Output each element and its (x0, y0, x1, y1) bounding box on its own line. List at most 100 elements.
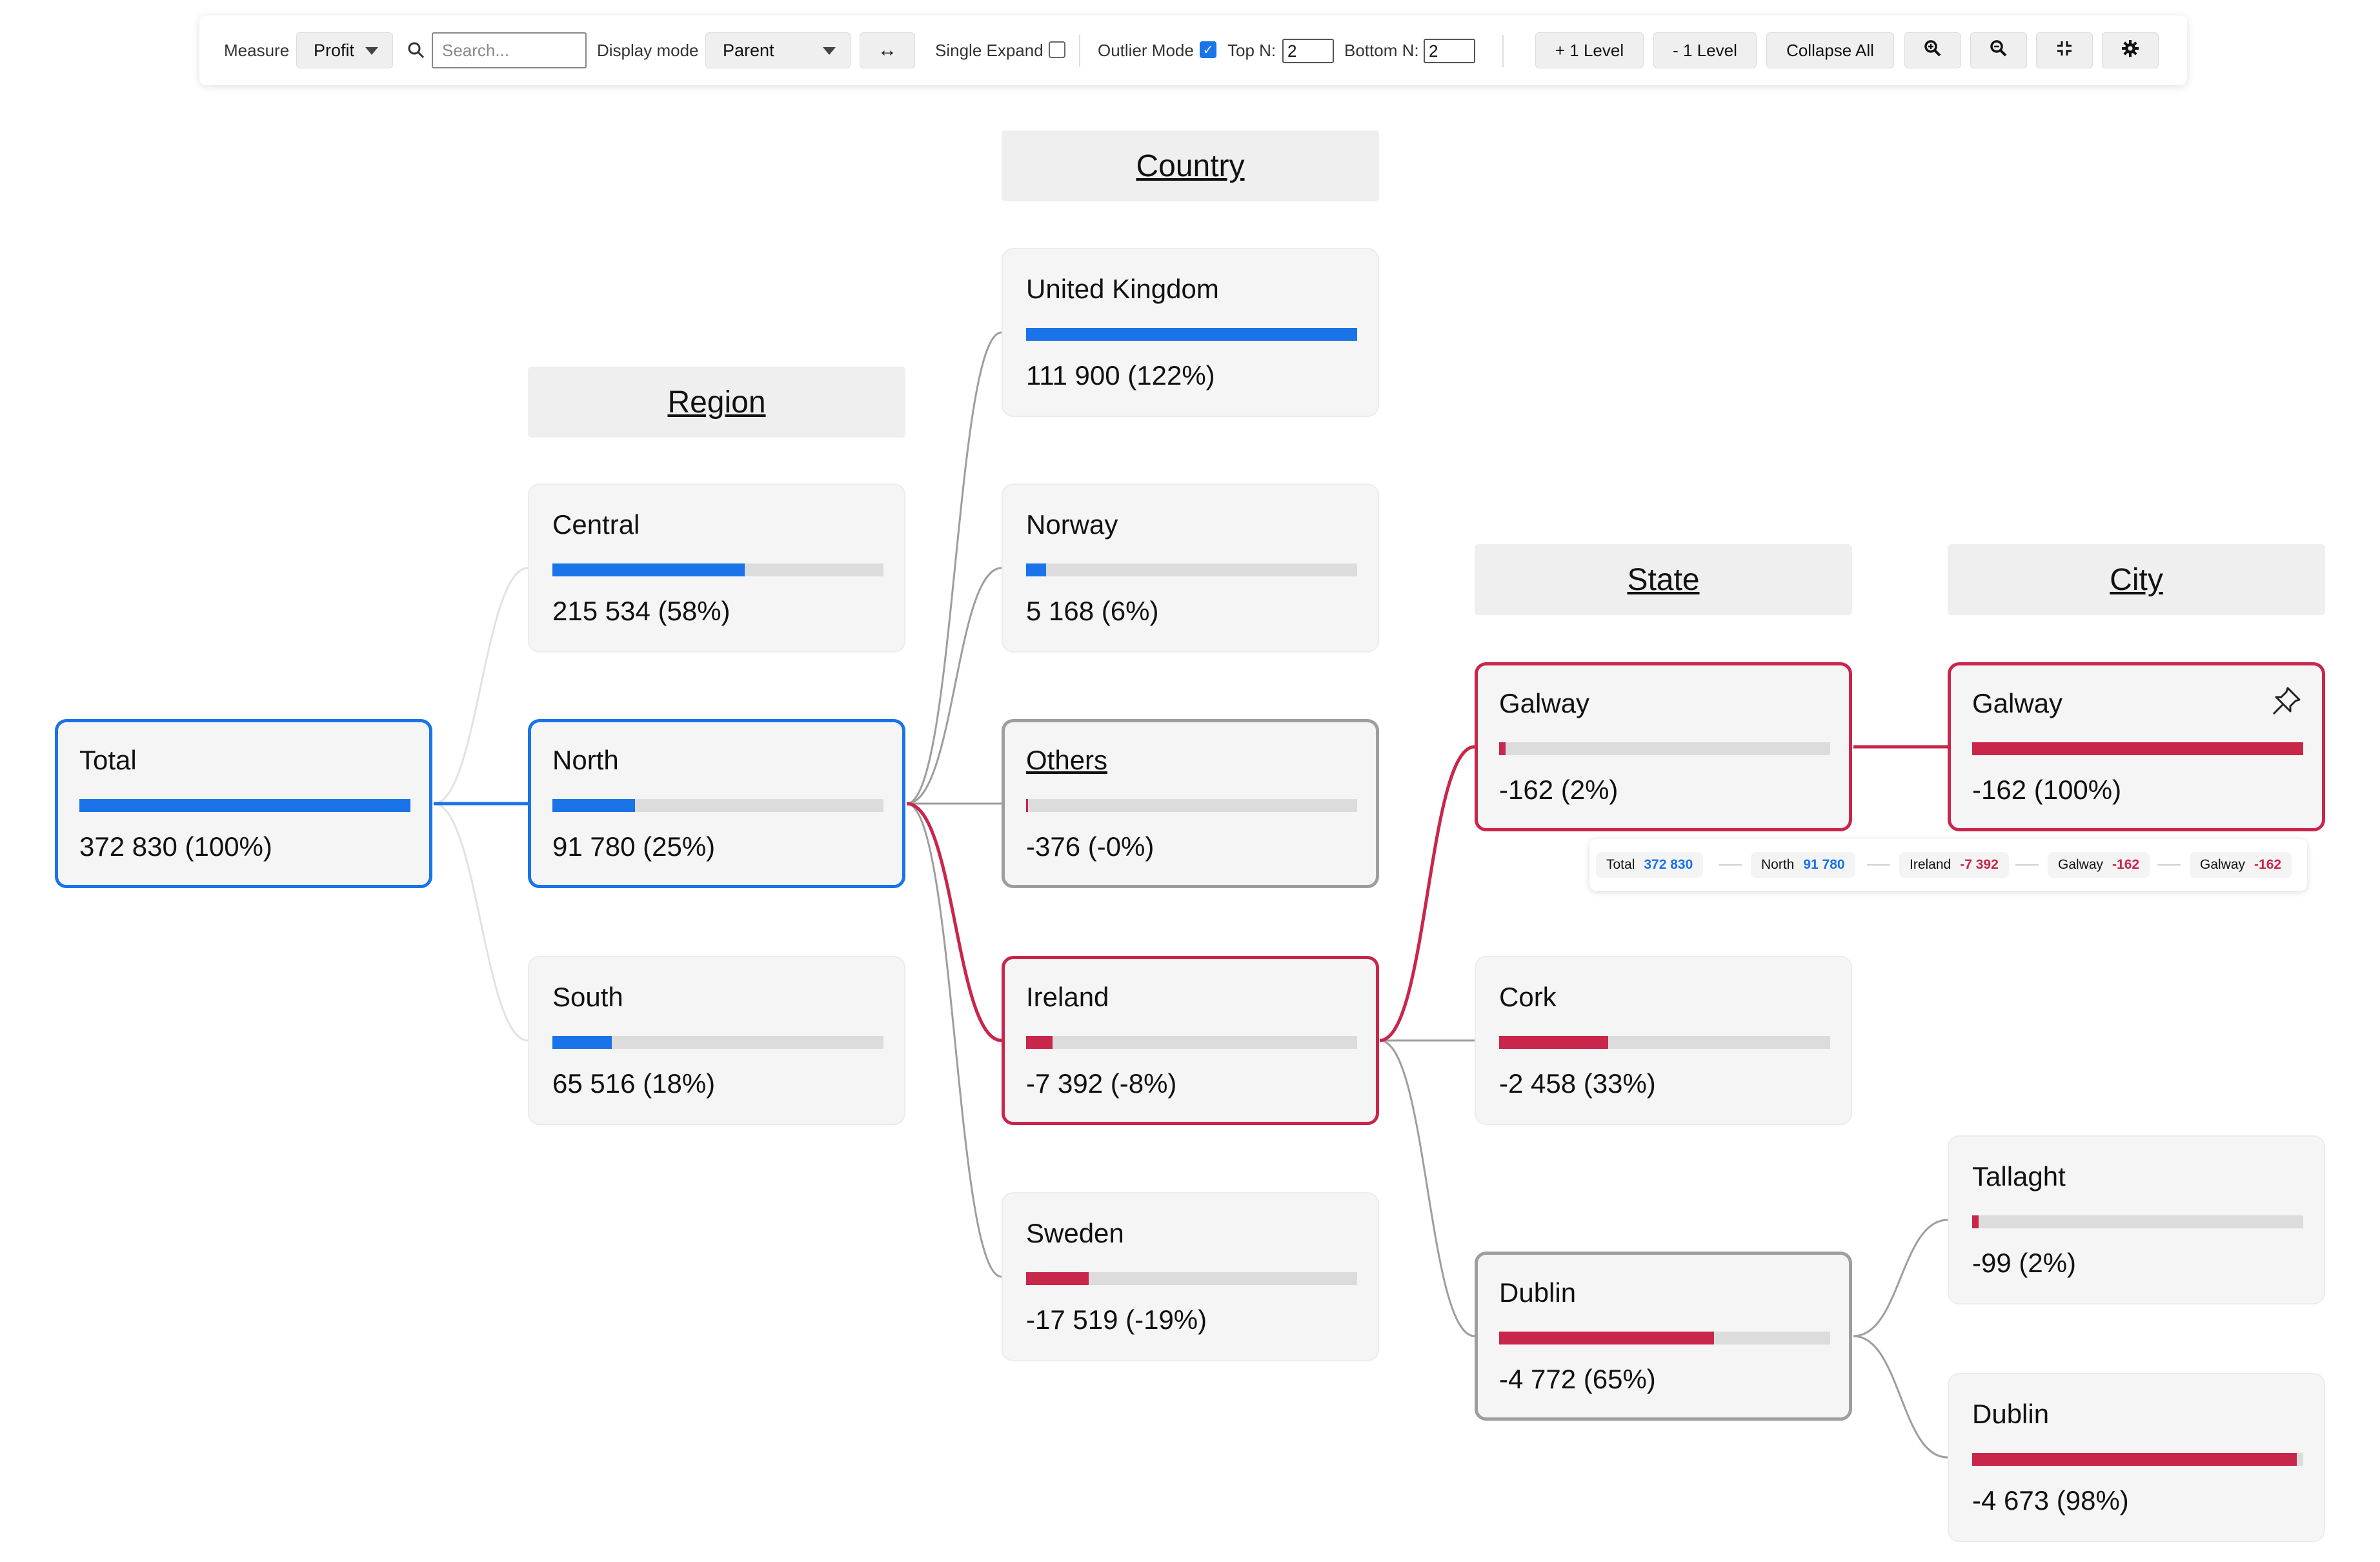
link-north-uk (906, 331, 1002, 805)
path-chip-value: -7 392 (1960, 857, 1999, 872)
node-label[interactable]: Others (1026, 745, 1108, 775)
node-bar-track (1026, 563, 1357, 576)
node-bar-track (1972, 1453, 2303, 1466)
node-norway[interactable]: Norway 5 168 (6%) (1002, 483, 1379, 653)
outlier-mode-checkbox[interactable]: ✓ (1200, 41, 1216, 58)
link-total-central (433, 567, 529, 805)
node-label: Sweden (1026, 1218, 1124, 1248)
node-bar-fill (1026, 799, 1028, 812)
path-separator (1719, 864, 1742, 866)
link-dublin-dublin (1853, 1335, 1948, 1459)
node-bar-track (1026, 1036, 1357, 1049)
link-ireland-galway (1379, 745, 1475, 1042)
add-level-label: + 1 Level (1555, 40, 1624, 60)
toolbar: Measure Profit Search... Display mode Pa… (199, 15, 2187, 85)
settings-button[interactable] (2102, 32, 2159, 68)
zoom-in-icon (1924, 39, 1942, 62)
path-chip-value: 372 830 (1644, 857, 1693, 872)
node-bar-fill (1499, 1332, 1715, 1344)
node-label: Galway (1972, 688, 2063, 718)
outlier-mode-label: Outlier Mode (1098, 40, 1194, 60)
node-bar-fill (1972, 1215, 1979, 1228)
display-mode-select[interactable]: Parent (705, 32, 851, 68)
measure-label: Measure (224, 40, 290, 60)
node-value: 65 516 (18%) (552, 1068, 716, 1099)
node-label: Ireland (1026, 982, 1109, 1012)
node-value: -162 (2%) (1499, 775, 1619, 805)
path-separator (1867, 864, 1890, 866)
display-mode-label: Display mode (597, 40, 699, 60)
node-sweden[interactable]: Sweden -17 519 (-19%) (1002, 1192, 1379, 1361)
link-ireland-dublin (1379, 1039, 1475, 1337)
node-others[interactable]: Others -376 (-0%) (1002, 719, 1379, 888)
path-chip-label: Galway (2200, 857, 2246, 872)
node-bar-fill (552, 799, 636, 812)
path-chip: Total 372 830 (1596, 852, 1704, 878)
node-tallaght[interactable]: Tallaght -99 (2%) (1948, 1135, 2325, 1304)
fit-screen-button[interactable] (2036, 32, 2093, 68)
node-bar-track (552, 799, 883, 812)
toolbar-divider (1079, 35, 1080, 67)
column-header-country[interactable]: Country (1002, 130, 1379, 201)
swap-arrows-icon: ↔ (878, 39, 897, 61)
search-input[interactable]: Search... (432, 32, 587, 68)
zoom-out-button[interactable] (1970, 32, 2027, 68)
single-expand-checkbox[interactable] (1049, 41, 1065, 58)
bottom-n-label: Bottom N: (1344, 40, 1419, 60)
node-bar-fill (1026, 563, 1046, 576)
remove-level-label: - 1 Level (1673, 40, 1737, 60)
node-bar-track (1972, 1215, 2303, 1228)
search-icon (407, 15, 425, 85)
link-north-norway (906, 567, 1002, 805)
path-chip-value: 91 780 (1803, 857, 1845, 872)
node-bar-track (1026, 799, 1357, 812)
node-bar-track (1499, 1036, 1830, 1049)
node-central[interactable]: Central 215 534 (58%) (528, 483, 905, 653)
collapse-all-button[interactable]: Collapse All (1766, 32, 1894, 68)
node-bar-track (552, 563, 883, 576)
column-header-region[interactable]: Region (528, 367, 905, 438)
node-value: 111 900 (122%) (1026, 360, 1215, 391)
node-north[interactable]: North 91 780 (25%) (528, 719, 905, 888)
node-bar-track (1972, 742, 2303, 755)
node-bar-fill (1499, 742, 1506, 755)
node-state-dublin[interactable]: Dublin -4 772 (65%) (1475, 1252, 1852, 1421)
remove-level-button[interactable]: - 1 Level (1653, 32, 1757, 68)
node-label: Dublin (1972, 1399, 2050, 1429)
node-cork[interactable]: Cork -2 458 (33%) (1475, 956, 1852, 1125)
checkmark-icon: ✓ (1202, 43, 1214, 57)
node-label: Cork (1499, 982, 1557, 1012)
node-united-kingdom[interactable]: United Kingdom 111 900 (122%) (1002, 248, 1379, 417)
measure-select-value: Profit (314, 40, 355, 60)
chevron-down-icon (823, 47, 836, 55)
node-value: -2 458 (33%) (1499, 1068, 1656, 1099)
node-city-galway[interactable]: Galway -162 (100%) (1948, 662, 2325, 831)
node-label: North (552, 745, 619, 775)
zoom-in-button[interactable] (1904, 32, 1961, 68)
node-city-dublin[interactable]: Dublin -4 673 (98%) (1948, 1373, 2325, 1542)
node-value: -99 (2%) (1972, 1248, 2077, 1278)
node-value: 5 168 (6%) (1026, 596, 1159, 626)
measure-select[interactable]: Profit (296, 32, 393, 68)
node-ireland[interactable]: Ireland -7 392 (-8%) (1002, 956, 1379, 1125)
pin-icon[interactable] (2268, 683, 2304, 719)
path-chip-label: North (1761, 857, 1795, 872)
node-label: South (552, 982, 623, 1012)
node-bar-track (1026, 1272, 1357, 1285)
bottom-n-input[interactable]: 2 (1424, 39, 1475, 63)
node-value: -162 (100%) (1972, 775, 2122, 805)
bottom-n-value: 2 (1429, 41, 1438, 61)
top-n-input[interactable]: 2 (1282, 39, 1334, 63)
node-state-galway[interactable]: Galway -162 (2%) (1475, 662, 1852, 831)
node-bar-fill (1026, 1272, 1089, 1285)
column-header-state[interactable]: State (1475, 544, 1852, 615)
path-separator (2157, 864, 2181, 866)
node-south[interactable]: South 65 516 (18%) (528, 956, 905, 1125)
node-bar-fill (79, 799, 410, 812)
add-level-button[interactable]: + 1 Level (1535, 32, 1644, 68)
column-header-city[interactable]: City (1948, 544, 2325, 615)
swap-direction-button[interactable]: ↔ (860, 32, 915, 68)
node-total[interactable]: Total 372 830 (100%) (55, 719, 432, 888)
path-separator (2015, 864, 2039, 866)
